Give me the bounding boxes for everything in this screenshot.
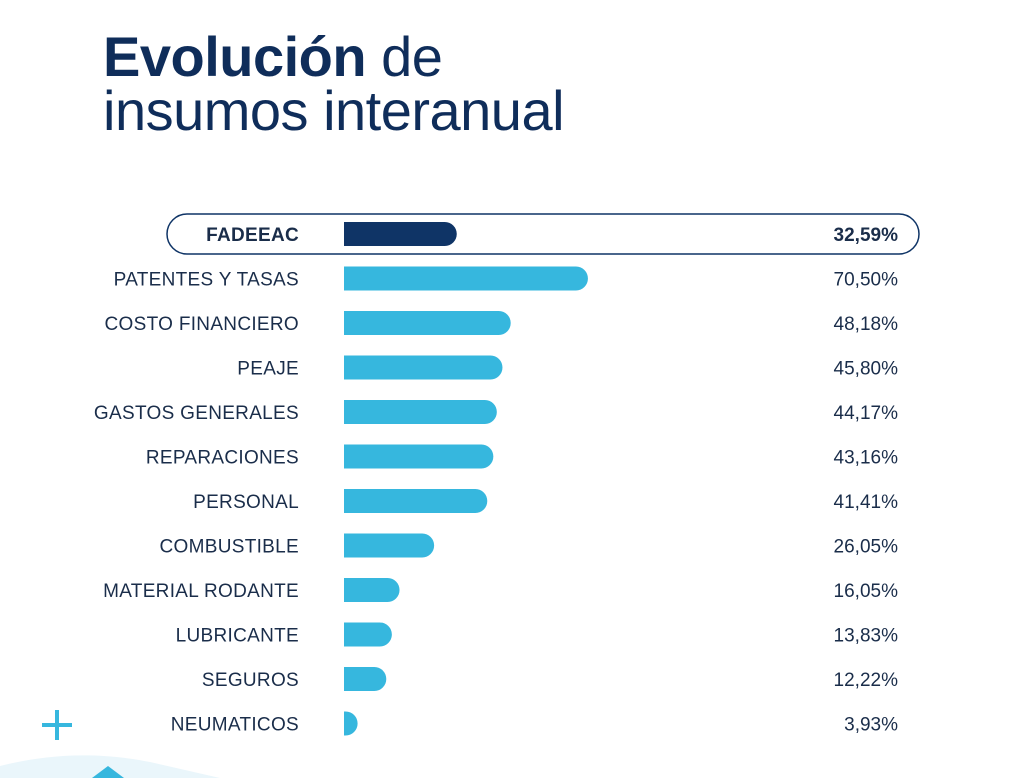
value-label-gastos-generales: 44,17% xyxy=(834,403,899,424)
title-line-2: insumos interanual xyxy=(103,79,565,142)
bar-patentes-y-tasas xyxy=(344,266,588,291)
category-label-neumaticos: NEUMATICOS xyxy=(171,715,299,736)
bar-combustible xyxy=(344,533,435,558)
category-label-costo-financiero: COSTO FINANCIERO xyxy=(105,314,299,335)
title-line-1: Evolución de xyxy=(103,29,564,85)
category-label-gastos-generales: GASTOS GENERALES xyxy=(94,403,299,424)
bar-peaje xyxy=(344,355,503,380)
category-label-seguros: SEGUROS xyxy=(202,670,299,691)
bar-costo-financiero xyxy=(344,311,511,335)
value-label-seguros: 12,22% xyxy=(834,670,899,691)
bar-neumaticos xyxy=(344,711,358,736)
value-label-material-rodante: 16,05% xyxy=(834,581,899,602)
value-label-fadeeac: 32,59% xyxy=(834,225,899,246)
bar-reparaciones xyxy=(344,444,494,469)
bar-fadeeac xyxy=(344,222,457,246)
bar-gastos-generales xyxy=(344,400,497,424)
category-label-peaje: PEAJE xyxy=(237,359,299,380)
value-label-combustible: 26,05% xyxy=(834,537,899,558)
bar-lubricante xyxy=(344,622,392,647)
bar-personal xyxy=(344,489,488,513)
category-label-patentes-y-tasas: PATENTES Y TASAS xyxy=(114,270,299,291)
value-label-peaje: 45,80% xyxy=(834,359,899,380)
title-bold-word: Evolución xyxy=(103,25,367,88)
value-label-reparaciones: 43,16% xyxy=(834,448,899,469)
value-label-neumaticos: 3,93% xyxy=(844,715,898,736)
bar-material-rodante xyxy=(344,578,400,602)
title-word-de: de xyxy=(381,25,443,88)
category-label-combustible: COMBUSTIBLE xyxy=(160,537,300,558)
chart-title: Evolución de insumos interanual xyxy=(103,29,565,142)
category-label-reparaciones: REPARACIONES xyxy=(146,448,299,469)
corner-decoration xyxy=(0,755,220,778)
value-label-patentes-y-tasas: 70,50% xyxy=(834,270,899,291)
category-label-personal: PERSONAL xyxy=(193,492,299,513)
highlight-row-outline xyxy=(166,213,920,255)
bar-seguros xyxy=(344,667,387,691)
category-label-lubricante: LUBRICANTE xyxy=(176,626,299,647)
value-label-costo-financiero: 48,18% xyxy=(834,314,899,335)
category-label-material-rodante: MATERIAL RODANTE xyxy=(103,581,299,602)
value-label-personal: 41,41% xyxy=(834,492,899,513)
category-label-fadeeac: FADEEAC xyxy=(206,225,299,246)
value-label-lubricante: 13,83% xyxy=(834,626,899,647)
plus-icon xyxy=(42,710,72,740)
